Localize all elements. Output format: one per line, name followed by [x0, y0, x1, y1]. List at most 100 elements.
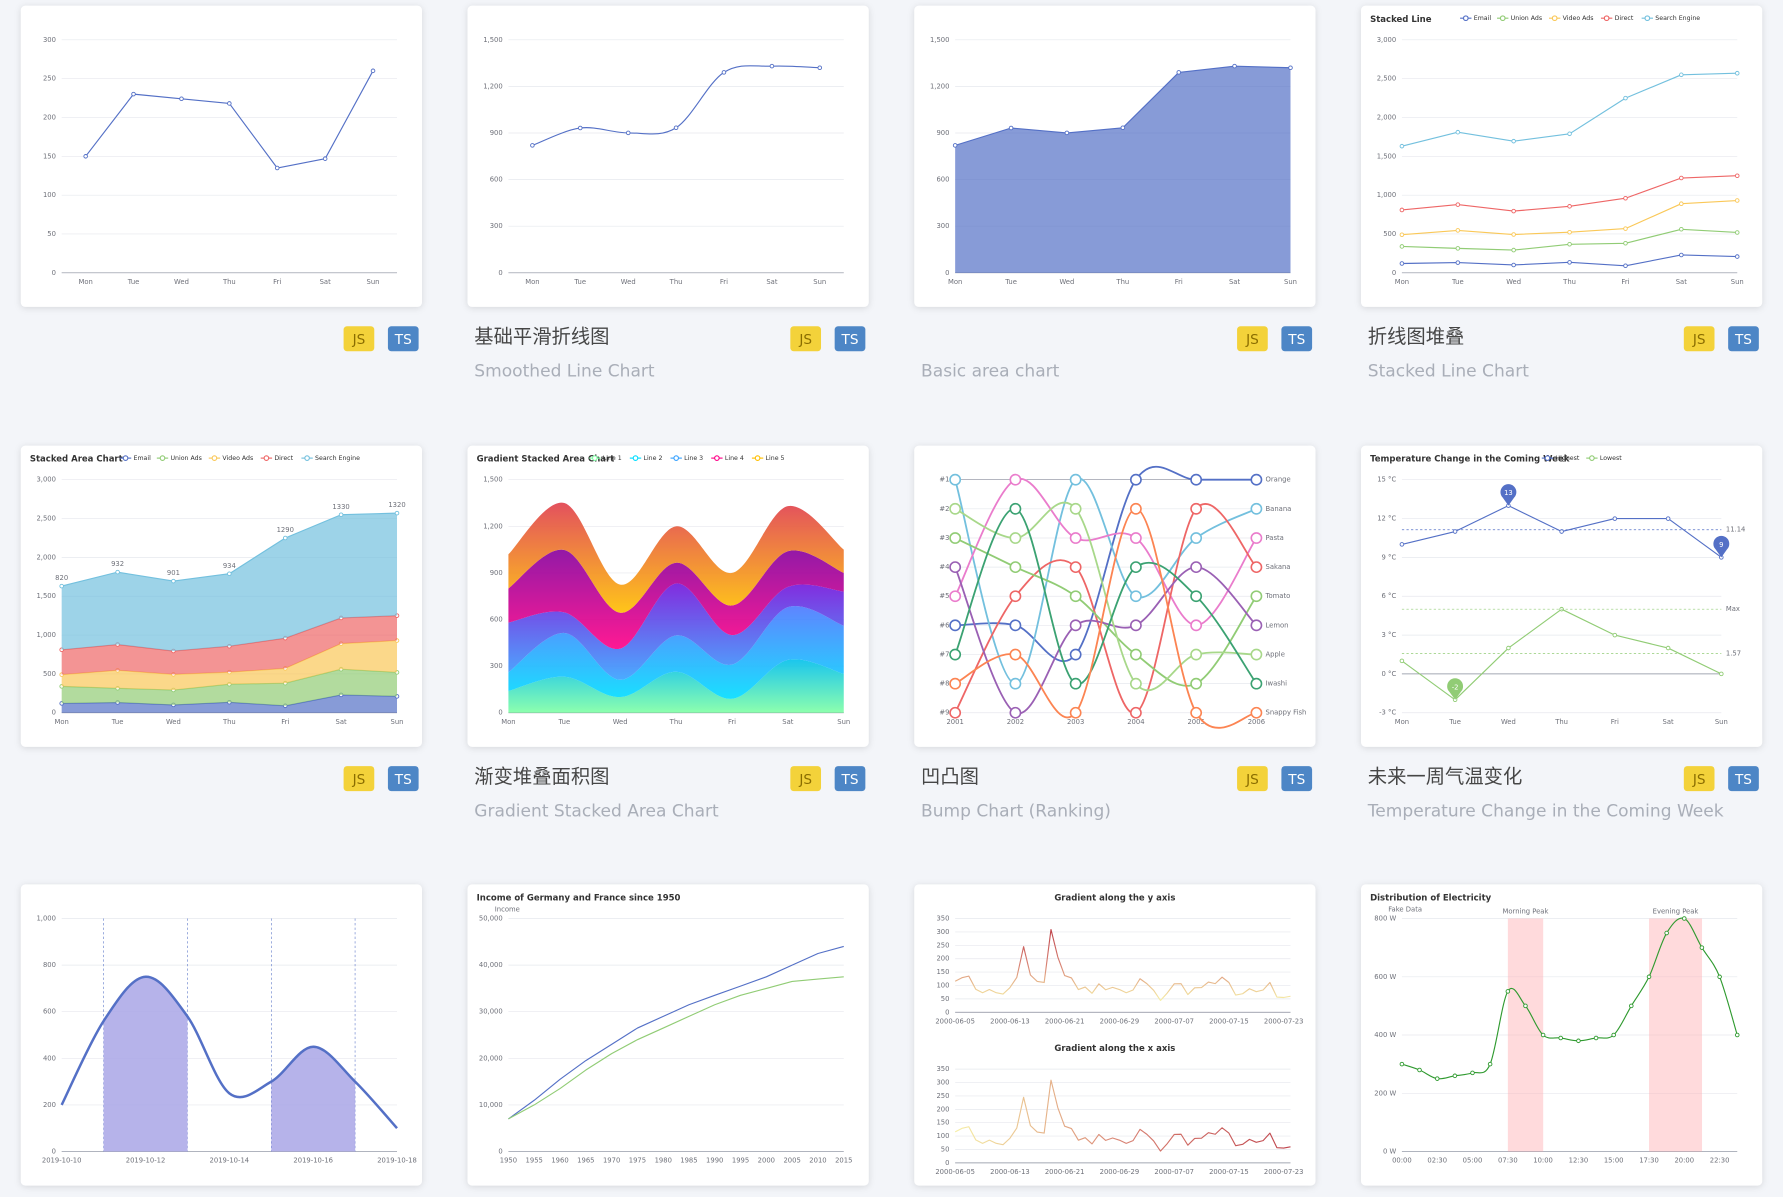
x-tick-label: 15:00 — [1604, 1157, 1624, 1165]
card-title[interactable]: 未来一周气温变化 — [1368, 765, 1523, 788]
badge[interactable] — [1683, 326, 1715, 352]
x-tick-label: 07:30 — [1498, 1157, 1518, 1165]
badge[interactable] — [1237, 326, 1268, 352]
badge[interactable] — [387, 766, 419, 792]
point — [1176, 70, 1182, 75]
badge[interactable] — [1728, 326, 1759, 352]
card-title[interactable]: 基础平滑折线图 — [474, 325, 609, 348]
chart-card[interactable]: 0 50 100 150 200 250 300 Mon Tue Wed Thu Fri Sat Sun J… — [20, 5, 423, 352]
badge-label[interactable]: TS — [1287, 772, 1305, 788]
x-tick-label: 20:00 — [1674, 1157, 1694, 1165]
badge-label[interactable]: TS — [1734, 332, 1752, 348]
chart-card[interactable]: 0 200 400 600 800 1,000 2019-10-10 2019-10-12 20… — [20, 884, 423, 1186]
y-tick-label: 150 — [936, 1119, 949, 1127]
chart-title: Distribution of Electricity — [1370, 894, 1492, 904]
legend-icon — [211, 455, 218, 461]
badge[interactable] — [790, 766, 822, 792]
chart-card[interactable]: Gradient along the y axis 0 50 100 150 200 250… — [914, 884, 1316, 1186]
x-tick-label: 2019-10-16 — [293, 1157, 333, 1165]
badge-label[interactable]: JS — [1692, 332, 1706, 348]
badge-label[interactable]: TS — [841, 332, 859, 348]
card-thumbnail[interactable] — [467, 5, 869, 307]
chart-card[interactable]: Stacked Area Chart Email Union Ads Video Ad… — [20, 445, 423, 792]
legend-label: Email — [1474, 15, 1492, 22]
y-tick-label: 900 — [490, 129, 503, 137]
badge-label[interactable]: JS — [1245, 332, 1259, 348]
badge[interactable] — [1281, 326, 1313, 352]
badge[interactable] — [387, 326, 419, 352]
badge[interactable] — [1237, 766, 1268, 792]
x-tick-label: Wed — [1501, 718, 1516, 726]
y-tick-label: 150 — [43, 152, 56, 160]
point — [1064, 130, 1070, 136]
y-tick-label: 1,000 — [36, 631, 56, 639]
card-thumbnail[interactable] — [914, 884, 1316, 1186]
point — [1567, 229, 1572, 235]
badge[interactable] — [834, 326, 866, 352]
chart-card[interactable]: Stacked Line Email Union Ads Video Ads Direc… — [1360, 5, 1763, 382]
point — [1009, 619, 1022, 632]
y-tick-label: #4 — [939, 563, 949, 571]
data-label: 1320 — [388, 501, 405, 509]
y-tick-label: 3,000 — [36, 476, 56, 484]
point — [1623, 95, 1628, 101]
x-tick-label: Thu — [1115, 278, 1129, 286]
x-tick-label: Tue — [1448, 718, 1461, 726]
badge-label[interactable]: JS — [798, 332, 812, 348]
point — [530, 143, 535, 148]
badge[interactable] — [1683, 766, 1715, 792]
badge-label[interactable]: TS — [1287, 332, 1305, 348]
chart-card[interactable]: 0 300 600 900 1,200 1,500 Mon Tue Wed Thu Fri Sat Su… — [914, 5, 1316, 382]
line — [954, 1079, 1291, 1152]
point — [1069, 706, 1082, 719]
point — [1681, 916, 1687, 921]
badge-label[interactable]: JS — [352, 332, 366, 348]
badge[interactable] — [1728, 766, 1759, 792]
point — [949, 706, 962, 719]
point — [1129, 677, 1142, 690]
point — [1646, 974, 1652, 980]
line — [508, 945, 844, 1120]
point — [227, 101, 232, 106]
card-title[interactable]: 折线图堆叠 — [1368, 325, 1465, 348]
chart-card[interactable]: Income of Germany and France since 1950I… — [467, 884, 869, 1186]
x-tick-label: Tue — [127, 278, 140, 286]
range-area — [103, 976, 356, 1152]
badge-label[interactable]: JS — [798, 772, 812, 788]
card-thumbnail[interactable] — [467, 884, 869, 1186]
area — [61, 640, 398, 691]
x-tick-label: Thu — [669, 278, 683, 286]
card-title[interactable]: 渐变堆叠面积图 — [474, 765, 609, 788]
chart-card[interactable]: Temperature Change in the Coming WeekHig… — [1360, 445, 1763, 822]
card-thumbnail[interactable] — [20, 884, 423, 1186]
x-tick-label: 2000-07-23 — [1264, 1168, 1304, 1176]
badge[interactable] — [1281, 766, 1313, 792]
point — [59, 583, 64, 589]
card-title[interactable]: 凹凸图 — [921, 765, 979, 788]
legend-label: Line 5 — [766, 455, 785, 462]
point — [1540, 1032, 1546, 1038]
badge-label[interactable]: TS — [394, 332, 412, 348]
y-tick-label: #5 — [939, 592, 949, 600]
badge[interactable] — [343, 326, 375, 352]
chart-card[interactable]: 0 300 600 900 1,200 1,500 Mon Tue Wed Thu Fri Sat Su… — [467, 5, 869, 382]
point — [769, 63, 775, 69]
badge[interactable] — [834, 766, 866, 792]
badge-label[interactable]: JS — [1692, 772, 1706, 788]
badge-label[interactable]: JS — [352, 772, 366, 788]
badge-label[interactable]: TS — [1734, 772, 1752, 788]
badge[interactable] — [343, 766, 375, 792]
badge-label[interactable]: JS — [1245, 772, 1259, 788]
point — [1399, 658, 1405, 664]
point — [1611, 1032, 1616, 1038]
x-tick-label: 2000-07-07 — [1154, 1168, 1194, 1176]
badge[interactable] — [790, 326, 822, 352]
badge-label[interactable]: TS — [394, 772, 412, 788]
badge-label[interactable]: TS — [841, 772, 859, 788]
end-label: Orange — [1265, 476, 1290, 484]
end-label: Sakana — [1265, 563, 1290, 571]
point — [83, 154, 88, 159]
